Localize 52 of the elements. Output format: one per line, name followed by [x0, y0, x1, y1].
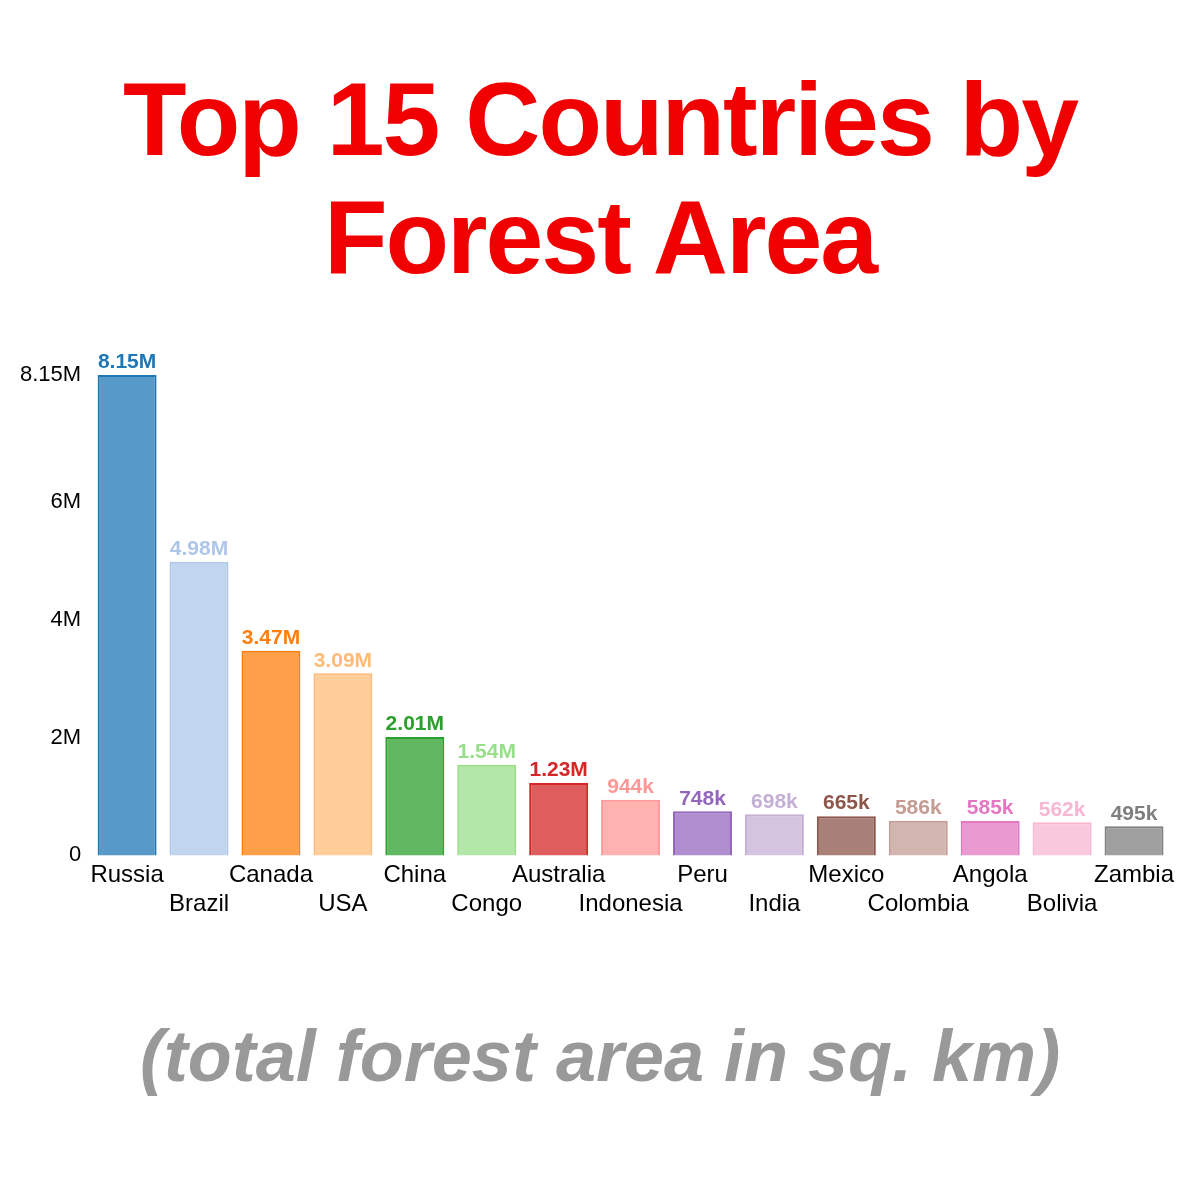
data-label: 585k [966, 795, 1014, 819]
bar [457, 764, 517, 856]
x-tick-label: Indonesia [578, 889, 684, 917]
x-tick-label: India [748, 889, 802, 917]
data-label: 495k [1110, 800, 1158, 824]
data-label: 3.09M [313, 647, 373, 671]
y-tick-label: 2M [50, 723, 82, 749]
y-tick-label: 8.15M [19, 361, 82, 387]
bar [601, 799, 661, 856]
bar [673, 811, 732, 856]
text: (total forest area in sq. km) [138, 1015, 1062, 1097]
bar [313, 673, 373, 856]
data-label: 665k [822, 790, 871, 814]
bar [97, 375, 157, 856]
bar [1104, 826, 1164, 856]
x-tick-label: Angola [952, 860, 1029, 888]
x-tick-label: USA [318, 889, 368, 917]
data-label: 1.23M [529, 757, 588, 781]
chart-title: Top 15 Countries by Forest Area [122, 60, 1080, 296]
data-label: 8.15M [97, 349, 157, 373]
y-tick-label: 4M [50, 605, 82, 631]
y-tick-label: 0 [68, 841, 82, 867]
bar [529, 782, 589, 856]
data-label: 3.47M [241, 625, 301, 649]
bar [888, 820, 948, 856]
x-tick-label: Mexico [808, 860, 885, 888]
data-label: 562k [1038, 796, 1086, 820]
data-label: 1.54M [457, 738, 516, 762]
data-label: 748k [679, 785, 727, 809]
bar [1032, 822, 1092, 856]
x-tick-label: Peru [677, 860, 728, 888]
data-label: 586k [894, 795, 942, 819]
data-label: 944k [607, 774, 655, 798]
x-tick-label: China [383, 860, 447, 888]
y-tick-label: 6M [50, 487, 82, 513]
bar [241, 650, 301, 856]
x-tick-label: Russia [90, 860, 165, 888]
bar [385, 736, 445, 856]
x-tick-label: Brazil [169, 889, 230, 917]
x-tick-label: Colombia [867, 889, 970, 917]
x-tick-label: Congo [451, 889, 523, 917]
x-tick-label: Zambia [1094, 860, 1175, 888]
bar [169, 561, 229, 856]
bar [816, 816, 876, 856]
x-tick-label: Canada [228, 860, 314, 888]
data-label: 2.01M [385, 711, 444, 735]
data-label: 4.98M [169, 536, 229, 560]
x-tick-label: Australia [511, 860, 606, 888]
data-label: 698k [751, 788, 799, 812]
x-tick-label: Bolivia [1026, 889, 1099, 917]
bar [960, 820, 1020, 856]
bar [744, 814, 804, 856]
